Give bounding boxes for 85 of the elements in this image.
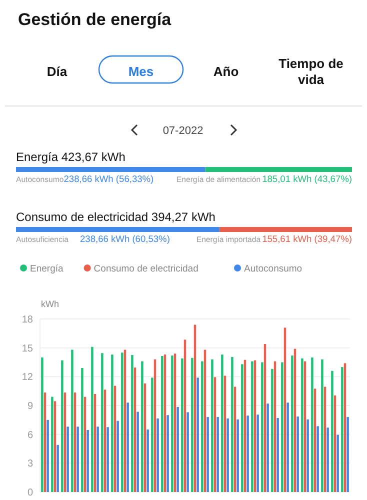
bar (51, 396, 54, 492)
chart-subtitle: Energía 423,67 kWh (16, 150, 126, 164)
bar (246, 416, 249, 492)
bar (141, 361, 144, 492)
y-tick-label: 0 (27, 488, 34, 498)
bar (181, 358, 184, 492)
bar (161, 356, 164, 492)
bar (166, 415, 169, 492)
bar (301, 358, 304, 492)
bar (156, 418, 159, 492)
bar (331, 370, 334, 492)
bar (151, 378, 154, 492)
bar (211, 359, 214, 492)
text: Mes (128, 64, 154, 79)
bar (101, 353, 104, 492)
bar (186, 412, 189, 492)
bar (126, 402, 129, 492)
y-tick-label: 9 (27, 401, 34, 412)
bar (66, 426, 69, 492)
data-label: 155,61 kWh (39,47%) (262, 234, 352, 244)
text: Día (46, 64, 68, 79)
bar (216, 417, 219, 492)
bar (221, 354, 224, 492)
bar (231, 356, 234, 492)
bar (276, 418, 279, 492)
bar (81, 368, 84, 492)
bar (226, 418, 229, 492)
y-tick-label: 18 (22, 314, 34, 326)
bar (116, 420, 119, 492)
bar (41, 357, 44, 492)
y-axis-title: kWh (41, 299, 59, 309)
bar (131, 355, 134, 492)
legend-label: Autoconsumo (244, 264, 302, 274)
bar (306, 419, 309, 492)
bar (106, 427, 109, 492)
bar (251, 361, 254, 492)
bar (261, 362, 264, 492)
bar (136, 412, 139, 492)
bar (291, 356, 294, 492)
text: Año (213, 64, 239, 79)
bar (196, 378, 199, 492)
bar (61, 360, 64, 492)
bar (321, 359, 324, 492)
bar (71, 350, 74, 492)
bar (311, 357, 314, 492)
chart-title: Gestión de energía (18, 10, 172, 29)
bar (171, 356, 174, 492)
bar (76, 426, 79, 492)
bar (121, 352, 124, 492)
data-label: 238,66 kWh (60,53%) (80, 234, 170, 244)
bar (146, 430, 149, 492)
bar (206, 417, 209, 492)
bar (91, 346, 94, 492)
bar (111, 354, 114, 492)
data-label: 238,66 kWh (56,33%) (64, 174, 154, 184)
bar (191, 358, 194, 492)
y-tick-label: 12 (22, 372, 34, 384)
bar (96, 426, 99, 492)
bar (316, 426, 319, 492)
bar (271, 368, 274, 492)
bar (56, 444, 59, 492)
legend-label: Consumo de electricidad (94, 264, 198, 274)
bar (46, 420, 49, 492)
bar (201, 361, 204, 492)
bar (86, 430, 89, 492)
chart-title: Consumo de electricidad 394,27 kWh (16, 210, 216, 224)
bar (346, 417, 349, 492)
bar (341, 367, 344, 492)
bar (281, 362, 284, 492)
data-label: 185,01 kWh (43,67%) (262, 174, 352, 184)
y-tick-label: 6 (27, 430, 34, 441)
legend-label: Energía (30, 264, 64, 274)
bar (336, 434, 339, 492)
bar (286, 402, 289, 492)
bar (296, 416, 299, 492)
bar (236, 419, 239, 492)
y-tick-label: 15 (22, 343, 34, 354)
bar (266, 404, 269, 492)
text: 07-2022 (162, 125, 204, 137)
bar (326, 428, 329, 492)
text: Tiempo de vida (278, 56, 344, 87)
y-tick-label: 3 (27, 458, 34, 470)
bar (176, 406, 179, 492)
bar (256, 414, 259, 492)
bar (241, 364, 244, 492)
